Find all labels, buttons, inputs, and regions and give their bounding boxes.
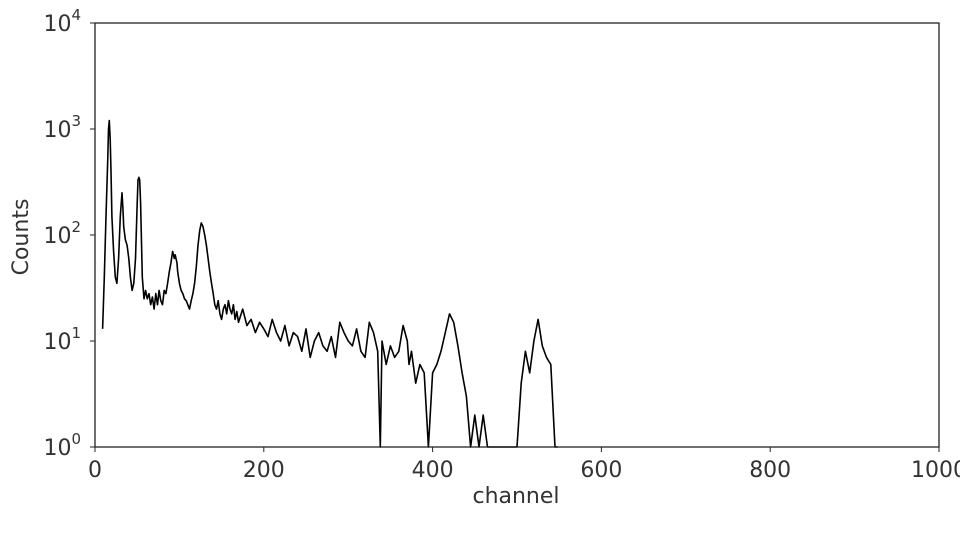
y-tick-exponent: 4 [71, 6, 81, 24]
x-tick-label: 200 [243, 458, 285, 483]
y-tick-label: 103 [43, 112, 81, 143]
x-tick-label: 1000 [911, 458, 960, 483]
x-axis-label: channel [472, 484, 559, 509]
y-tick-exponent: 1 [71, 324, 81, 342]
plot-area [101, 119, 558, 448]
y-tick-base: 10 [43, 330, 71, 355]
y-axis-label: Counts [9, 199, 34, 276]
y-tick-label: 100 [43, 430, 81, 461]
y-tick-exponent: 0 [71, 430, 81, 448]
y-tick-exponent: 3 [71, 112, 81, 130]
y-tick-label: 104 [43, 6, 81, 37]
x-tick-label: 800 [749, 458, 791, 483]
y-tick-base: 10 [43, 12, 71, 37]
x-axis-ticks: 0 200 400 600 800 1000 [88, 447, 960, 483]
x-tick-label: 600 [580, 458, 622, 483]
y-tick-label: 102 [43, 218, 81, 249]
x-tick-label: 400 [412, 458, 454, 483]
x-tick-label: 0 [88, 458, 102, 483]
y-tick-base: 10 [43, 118, 71, 143]
plot-frame [94, 22, 940, 448]
y-tick-base: 10 [43, 436, 71, 461]
series-line-0 [101, 119, 558, 448]
y-tick-exponent: 2 [71, 218, 81, 236]
y-tick-label: 101 [43, 324, 81, 355]
y-tick-base: 10 [43, 224, 71, 249]
